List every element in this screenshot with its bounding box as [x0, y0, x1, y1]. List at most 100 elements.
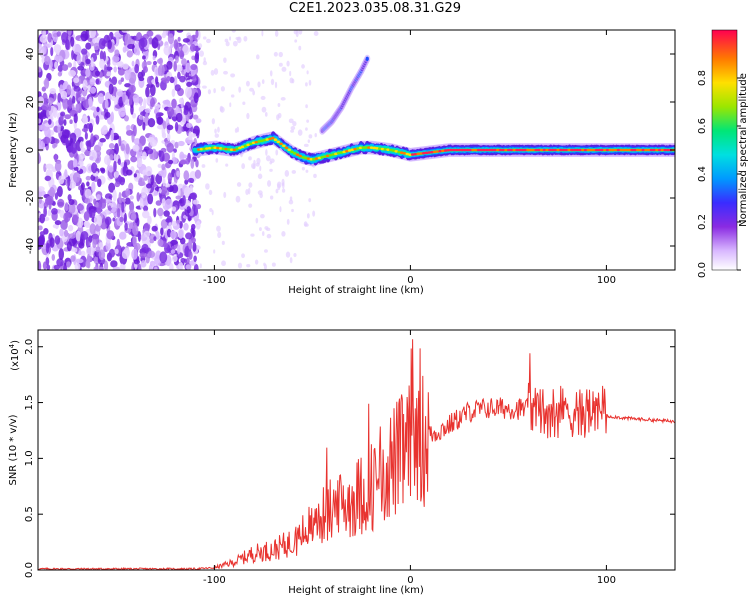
- ridge-core: [419, 152, 423, 155]
- noise-speckle: [307, 139, 311, 143]
- noise-speckle: [127, 38, 135, 45]
- noise-speckle: [62, 82, 68, 91]
- noise-speckle: [140, 111, 147, 117]
- noise-speckle: [42, 261, 47, 270]
- noise-speckle: [193, 255, 197, 262]
- noise-speckle: [89, 208, 96, 219]
- noise-speckle: [108, 182, 116, 193]
- ridge-core: [663, 148, 667, 152]
- noise-speckle: [286, 60, 290, 67]
- noise-speckle: [295, 30, 299, 38]
- noise-speckle: [288, 199, 294, 205]
- noise-speckle: [167, 159, 174, 165]
- noise-speckle: [46, 195, 54, 205]
- noise-speckle: [281, 188, 286, 193]
- snr-series-line: [38, 339, 675, 570]
- noise-speckle: [93, 266, 99, 270]
- noise-speckle: [80, 250, 86, 257]
- noise-speckle: [230, 94, 235, 98]
- noise-speckle: [108, 248, 116, 258]
- noise-speckle: [76, 203, 84, 211]
- noise-speckle: [43, 42, 47, 55]
- ridge-core: [506, 148, 511, 152]
- noise-speckle: [169, 76, 175, 84]
- noise-speckle: [192, 114, 199, 120]
- noise-speckle: [103, 64, 108, 76]
- ridge-core: [213, 146, 217, 149]
- noise-speckle: [136, 217, 140, 227]
- noise-speckle: [108, 143, 115, 149]
- noise-speckle: [128, 222, 134, 230]
- ridge-core: [205, 147, 209, 150]
- noise-speckle: [274, 30, 279, 37]
- noise-speckle: [215, 158, 219, 163]
- noise-speckle: [92, 37, 100, 45]
- x-tick-label: -100: [203, 275, 226, 286]
- noise-speckle: [111, 76, 118, 85]
- noise-speckle: [305, 169, 309, 173]
- noise-speckle: [230, 73, 236, 78]
- noise-speckle: [117, 158, 121, 166]
- noise-speckle: [173, 60, 177, 72]
- ridge-core: [559, 148, 563, 152]
- noise-speckle: [185, 122, 193, 129]
- noise-speckle: [162, 99, 171, 105]
- ridge-core: [389, 148, 393, 152]
- noise-speckle: [132, 144, 140, 152]
- ridge-core: [474, 148, 478, 152]
- noise-speckle: [70, 141, 78, 154]
- noise-speckle: [44, 77, 50, 89]
- noise-speckle: [198, 43, 203, 49]
- ridge-core: [592, 148, 596, 152]
- ridge-core: [624, 148, 629, 152]
- noise-speckle: [68, 203, 76, 214]
- noise-speckle: [179, 75, 186, 83]
- noise-speckle: [207, 89, 212, 95]
- ridge-core: [224, 147, 228, 151]
- noise-speckle: [147, 215, 152, 225]
- noise-speckle: [141, 151, 147, 160]
- noise-speckle: [116, 61, 124, 68]
- ridge-core: [240, 145, 245, 149]
- noise-speckle: [150, 174, 155, 186]
- noise-speckle: [301, 64, 305, 69]
- noise-speckle: [116, 238, 121, 251]
- noise-speckle: [305, 104, 308, 109]
- noise-speckle: [137, 157, 143, 168]
- ridge-core: [578, 148, 582, 152]
- noise-speckle: [124, 69, 131, 81]
- noise-speckle: [189, 43, 196, 52]
- noise-speckle: [48, 186, 56, 199]
- noise-speckle: [130, 104, 134, 115]
- noise-speckle: [152, 60, 158, 66]
- noise-speckle: [166, 60, 173, 70]
- ridge-core: [199, 147, 204, 151]
- noise-speckle: [104, 111, 111, 119]
- noise-speckle: [297, 129, 303, 136]
- ridge-core: [567, 148, 571, 152]
- noise-speckle: [73, 166, 79, 171]
- noise-speckle: [266, 227, 271, 232]
- noise-speckle: [53, 264, 61, 270]
- ridge-core: [325, 154, 330, 158]
- noise-speckle: [225, 163, 229, 167]
- ridge-core: [581, 148, 585, 152]
- noise-speckle: [137, 263, 142, 270]
- noise-speckle: [86, 140, 92, 152]
- noise-speckle: [119, 263, 125, 270]
- noise-speckle: [170, 108, 174, 115]
- noise-speckle: [147, 177, 151, 186]
- noise-speckle: [308, 134, 313, 139]
- noise-speckle: [73, 77, 80, 84]
- noise-speckle: [54, 153, 58, 163]
- noise-speckle: [44, 175, 52, 181]
- noise-speckle: [195, 118, 202, 124]
- noise-speckle: [67, 175, 71, 188]
- ridge-core: [550, 148, 555, 152]
- noise-speckle: [185, 62, 191, 74]
- ridge-core: [635, 148, 640, 152]
- ridge-core: [501, 148, 506, 152]
- noise-speckle: [238, 86, 242, 93]
- ridge-core: [421, 151, 426, 155]
- noise-speckle: [252, 90, 256, 96]
